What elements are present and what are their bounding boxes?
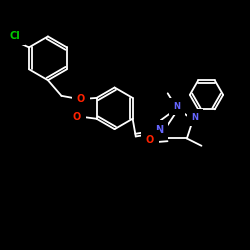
- Text: O: O: [72, 112, 81, 122]
- Text: N: N: [155, 125, 163, 135]
- Text: N: N: [192, 113, 198, 122]
- Text: Cl: Cl: [9, 30, 20, 40]
- Text: O: O: [77, 94, 85, 104]
- Text: N: N: [174, 102, 180, 111]
- Text: O: O: [146, 134, 154, 144]
